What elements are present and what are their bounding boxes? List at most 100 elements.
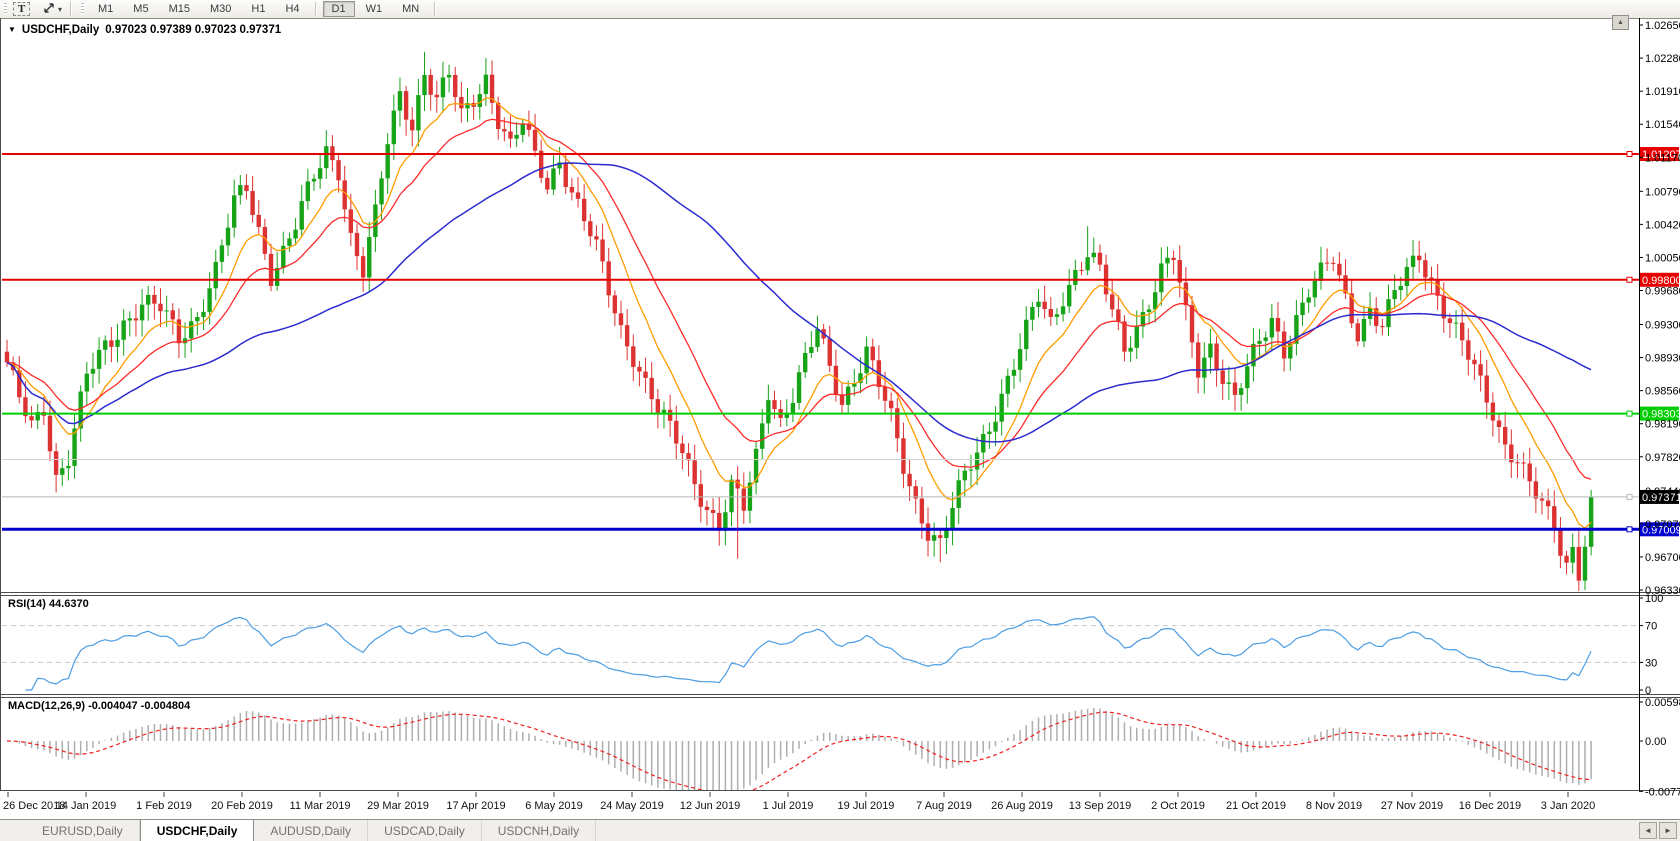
timeframe-button-m15[interactable]: M15 xyxy=(160,1,199,17)
tab-audusd-daily[interactable]: AUDUSD,Daily xyxy=(254,820,369,841)
macd-layer xyxy=(6,707,1592,790)
chevron-down-icon: ▾ xyxy=(58,4,63,14)
date-axis-label: 11 Mar 2019 xyxy=(290,800,351,812)
tab-scroll-right-button[interactable]: ► xyxy=(1659,822,1677,839)
chart-title: ▼ USDCHF,Daily 0.97023 0.97389 0.97023 0… xyxy=(8,24,281,36)
date-axis-label: 13 Sep 2019 xyxy=(1069,800,1131,812)
macd-axis-label: 0.00 xyxy=(1645,736,1666,748)
timeframe-group: M1 M5 M15 M30 H1 H4 xyxy=(88,1,310,17)
rsi-indicator-label: RSI(14) 44.6370 xyxy=(8,598,89,610)
cursor-mode-button[interactable]: ▾ xyxy=(40,1,65,18)
price-axis-label: 1.01170 xyxy=(1645,152,1680,164)
top-toolbar: T ▾ M1 M5 M15 M30 H1 H4 D1 W1 MN xyxy=(0,0,1680,19)
level-anchor-marker xyxy=(1626,410,1633,417)
date-axis-label: 21 Oct 2019 xyxy=(1226,800,1286,812)
level-anchor-marker xyxy=(1626,493,1633,500)
symbol-name: USDCHF,Daily xyxy=(21,24,100,36)
date-axis-label: 20 Feb 2019 xyxy=(211,800,273,812)
toolbar-separator xyxy=(434,2,437,16)
price-axis-label: 1.01910 xyxy=(1645,86,1680,98)
date-axis-label: 8 Nov 2019 xyxy=(1306,800,1362,812)
price-level-badge-text: 0.97371 xyxy=(1642,492,1680,504)
date-axis-label: 19 Jul 2019 xyxy=(838,800,895,812)
chart-tabs: EURUSD,Daily USDCHF,Daily AUDUSD,Daily USDC… xyxy=(26,820,597,841)
tab-usdchf-daily[interactable]: USDCHF,Daily xyxy=(139,820,255,841)
toolbar-grip[interactable] xyxy=(4,3,7,15)
price-level-badge xyxy=(1640,147,1679,162)
timeframe-button-w1[interactable]: W1 xyxy=(357,1,392,17)
price-chart-canvas[interactable]: 1.01207 0.99800 0.98303 0.97371 0.97009 1.026… xyxy=(0,18,1680,820)
date-axis-label: 16 Dec 2019 xyxy=(1459,800,1521,812)
rsi-axis-label: 70 xyxy=(1645,621,1657,633)
date-axis-label: 1 Feb 2019 xyxy=(136,800,192,812)
toolbar-separator xyxy=(70,2,73,16)
toolbar-grip[interactable] xyxy=(81,3,85,15)
chart-tab-bar: EURUSD,Daily USDCHF,Daily AUDUSD,Daily USDC… xyxy=(0,819,1680,841)
price-level-badge-text: 0.98303 xyxy=(1642,409,1680,421)
price-level-badge-text: 0.99800 xyxy=(1642,275,1680,287)
chart-window[interactable]: 1.01207 0.99800 0.98303 0.97371 0.97009 1.026… xyxy=(0,15,1680,820)
ohlc-values: 0.97023 0.97389 0.97023 0.97371 xyxy=(105,24,282,36)
price-axis-label: 1.00790 xyxy=(1645,186,1680,198)
tab-scroll-left-button[interactable]: ◄ xyxy=(1639,822,1657,839)
price-axis-label: 1.01540 xyxy=(1645,119,1680,131)
timeframe-button-m30[interactable]: M30 xyxy=(201,1,240,17)
level-anchor-marker xyxy=(1626,526,1633,533)
timeframe-button-d1[interactable]: D1 xyxy=(322,1,355,17)
diagonal-arrows-icon xyxy=(43,2,56,17)
level-anchor-marker xyxy=(1626,276,1633,283)
price-level-badge xyxy=(1640,272,1679,287)
timeframe-button-m1[interactable]: M1 xyxy=(89,1,122,17)
price-level-badge xyxy=(1640,406,1679,421)
tab-usdcnh-daily[interactable]: USDCNH,Daily xyxy=(482,820,597,841)
level-anchor-marker xyxy=(1626,151,1633,158)
date-axis-label: 2 Oct 2019 xyxy=(1151,800,1205,812)
date-axis-label: 6 May 2019 xyxy=(525,800,582,812)
text-tool-button[interactable]: T xyxy=(13,2,30,16)
date-axis-label: 7 Aug 2019 xyxy=(916,800,972,812)
rsi-axis-label: 100 xyxy=(1645,593,1663,605)
timeframe-button-h4[interactable]: H4 xyxy=(276,1,308,17)
scroll-up-button[interactable]: ▲ xyxy=(1612,15,1629,30)
date-axis-label: 26 Aug 2019 xyxy=(991,800,1053,812)
price-level-badge-text: 1.01207 xyxy=(1642,149,1680,161)
timeframe-group: D1 W1 MN xyxy=(322,1,430,17)
timeframe-button-h1[interactable]: H1 xyxy=(242,1,274,17)
date-axis-label: 29 Mar 2019 xyxy=(367,800,429,812)
date-axis-label: 14 Jan 2019 xyxy=(56,800,117,812)
date-axis-label: 27 Nov 2019 xyxy=(1381,800,1443,812)
price-axis-label: 1.02280 xyxy=(1645,53,1680,65)
tab-scroll-buttons: ◄ ► xyxy=(1639,820,1680,841)
date-axis-label: 12 Jun 2019 xyxy=(680,800,741,812)
date-axis-label: 24 May 2019 xyxy=(600,800,664,812)
tab-eurusd-daily[interactable]: EURUSD,Daily xyxy=(26,820,140,841)
candles-layer xyxy=(4,51,1594,591)
timeframe-button-mn[interactable]: MN xyxy=(393,1,428,17)
price-level-badge xyxy=(1640,522,1679,537)
price-axis-label: 1.02650 xyxy=(1645,20,1680,32)
price-level-badge-text: 0.97009 xyxy=(1642,524,1680,536)
date-axis-label: 26 Dec 2018 xyxy=(3,800,65,812)
tab-usdcad-daily[interactable]: USDCAD,Daily xyxy=(368,820,482,841)
date-axis-label: 3 Jan 2020 xyxy=(1541,800,1595,812)
macd-indicator-label: MACD(12,26,9) -0.004047 -0.004804 xyxy=(8,700,191,712)
date-axis-label: 17 Apr 2019 xyxy=(446,800,505,812)
symbol-dropdown-icon[interactable]: ▼ xyxy=(8,24,16,34)
rsi-layer xyxy=(25,616,1592,691)
macd-axis-label: -0.00773 xyxy=(1645,786,1680,798)
date-axis-label: 1 Jul 2019 xyxy=(763,800,814,812)
rsi-axis-label: 30 xyxy=(1645,657,1657,669)
timeframe-button-m5[interactable]: M5 xyxy=(124,1,157,17)
rsi-axis-label: 0 xyxy=(1645,685,1651,697)
price-axis-label: 0.96330 xyxy=(1645,585,1680,597)
